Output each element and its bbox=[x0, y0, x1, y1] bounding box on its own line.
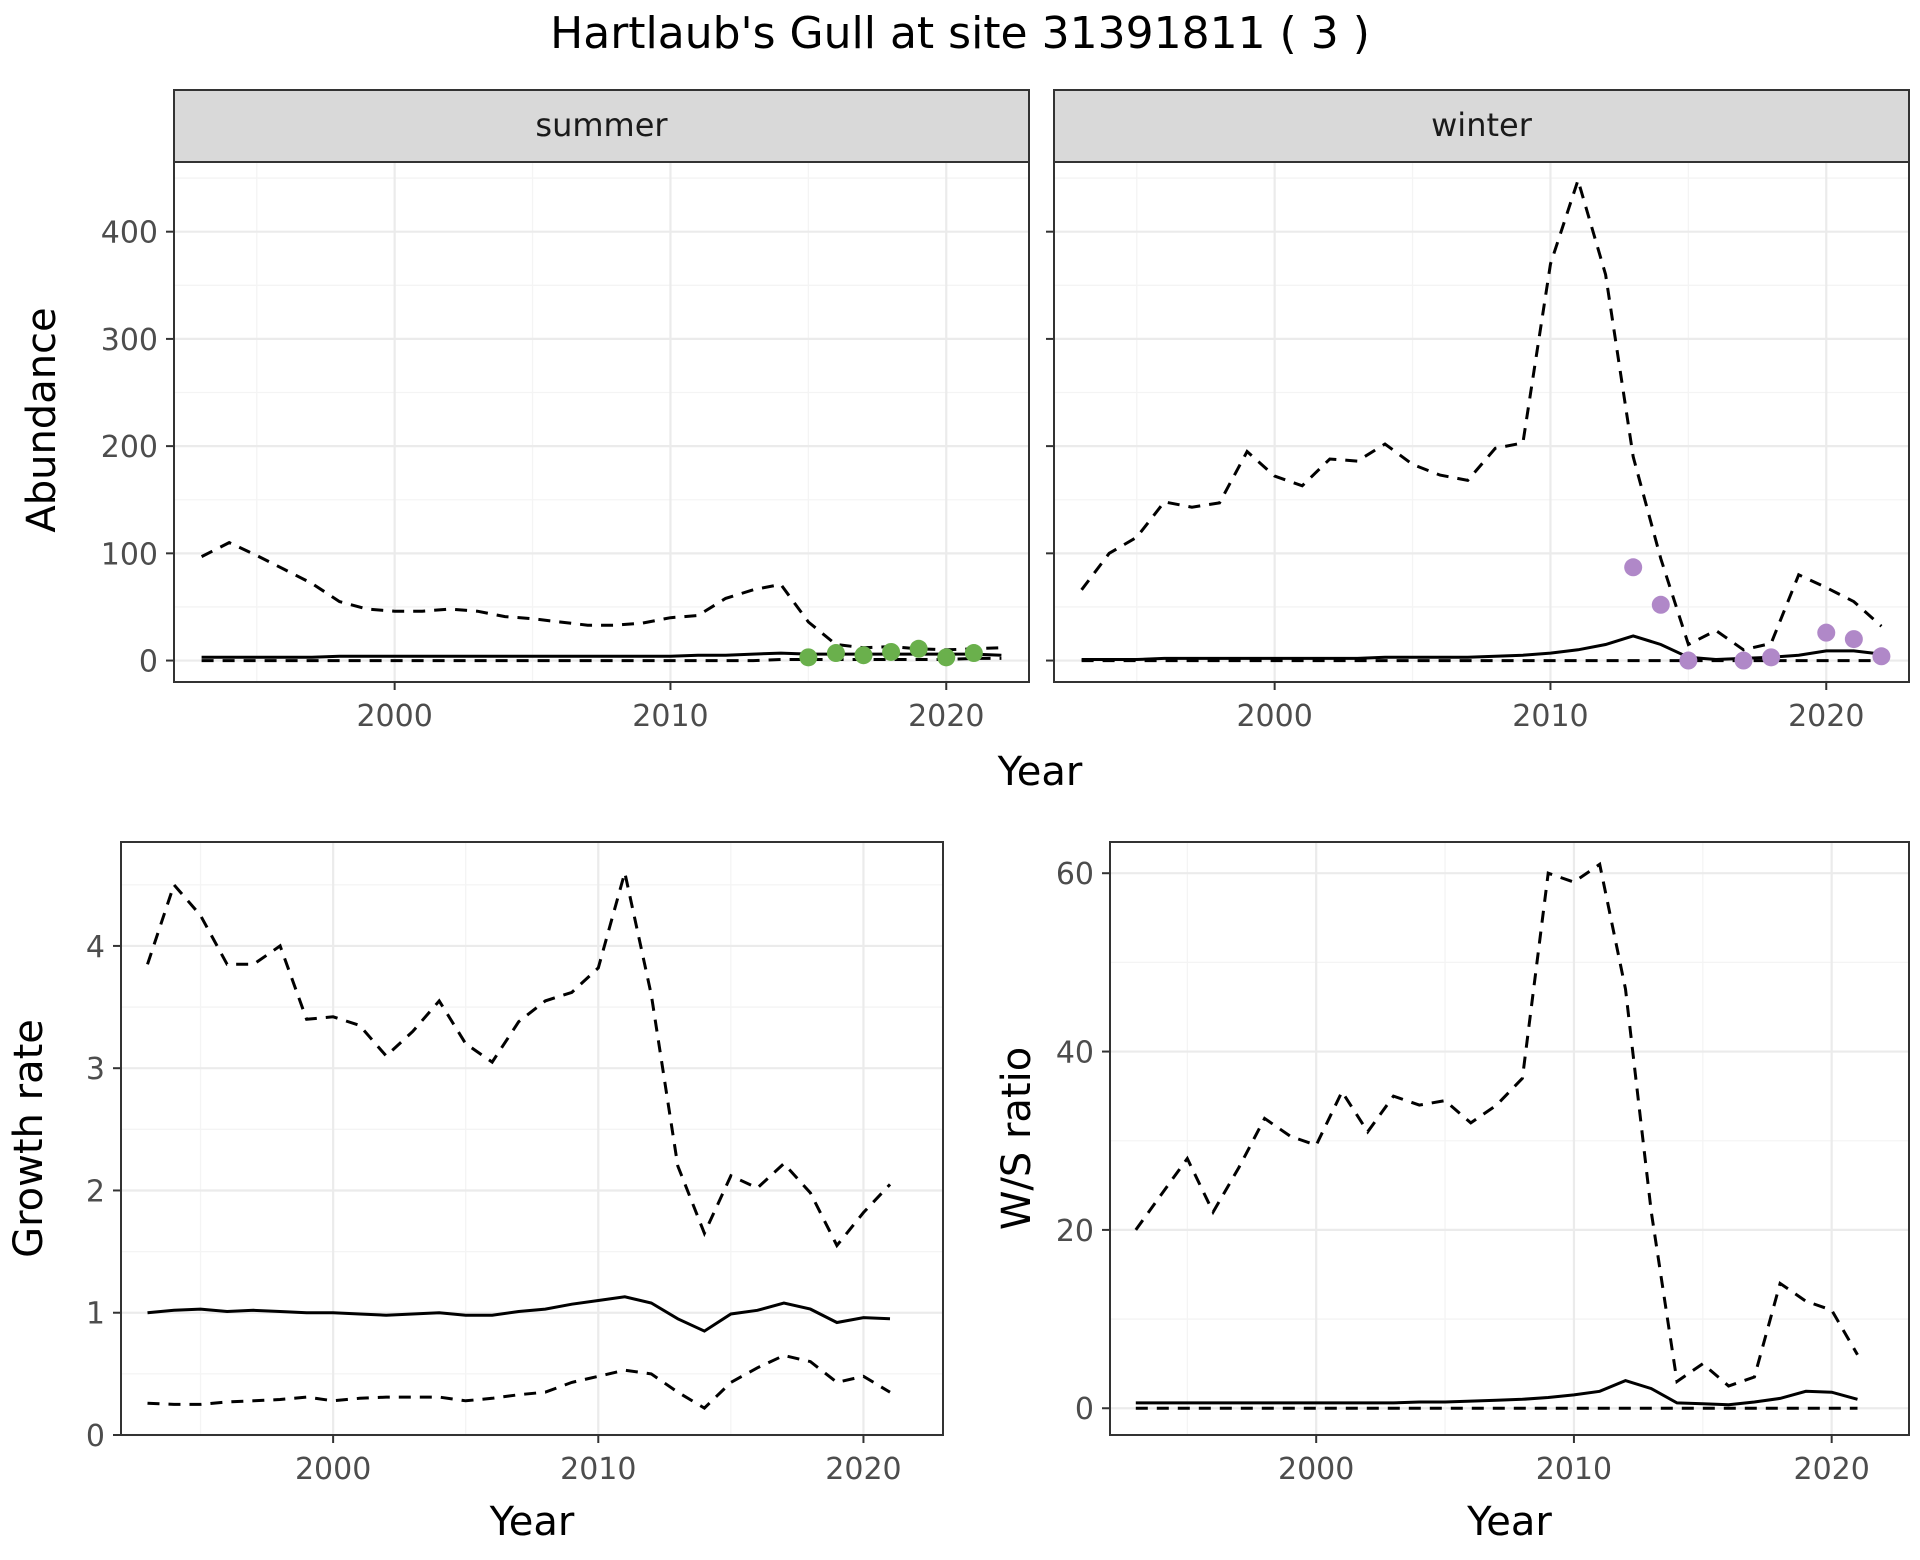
series-estimate-line bbox=[147, 1295, 891, 1333]
y-tick-label: 100 bbox=[101, 537, 158, 572]
x-tick-label: 2000 bbox=[356, 699, 432, 734]
observed-point bbox=[882, 642, 901, 661]
y-tick-label: 3 bbox=[86, 1052, 105, 1087]
x-tick-label: 2010 bbox=[1536, 1452, 1612, 1487]
x-tick-label: 2020 bbox=[908, 699, 984, 734]
y-tick-label: 20 bbox=[1056, 1214, 1094, 1249]
panel-frame bbox=[1109, 841, 1910, 1436]
x-tick-label: 2010 bbox=[560, 1452, 636, 1487]
y-tick-label: 4 bbox=[86, 930, 105, 965]
y-tick-label: 60 bbox=[1056, 857, 1094, 892]
observed-point bbox=[799, 648, 818, 667]
observed-point bbox=[1844, 630, 1863, 649]
observed-point bbox=[1872, 647, 1891, 666]
facet-strip-label: summer bbox=[535, 106, 668, 144]
panel-summer: summer 2000 2010 2020 0 100 200 300 400 bbox=[101, 89, 1030, 734]
panel-frame bbox=[173, 161, 1030, 683]
abundance-y-axis-label: Abundance bbox=[19, 307, 65, 532]
facet-strip bbox=[173, 89, 1030, 163]
observed-point bbox=[909, 639, 928, 658]
abundance-x-axis-label: Year bbox=[997, 749, 1083, 795]
x-tick-label: 2000 bbox=[295, 1452, 371, 1487]
series-estimate-line bbox=[201, 651, 1002, 659]
observed-point bbox=[1651, 595, 1670, 614]
panel-winter: winter 2000 2010 2020 bbox=[1046, 89, 1910, 734]
x-tick-label: 2020 bbox=[825, 1452, 901, 1487]
facet-strip-label: winter bbox=[1431, 106, 1533, 144]
panel-frame bbox=[1053, 161, 1910, 683]
y-tick-label: 400 bbox=[101, 216, 158, 251]
y-tick-label: 1 bbox=[86, 1297, 105, 1332]
y-tick-label: 300 bbox=[101, 323, 158, 358]
panel-frame bbox=[120, 841, 944, 1436]
series-estimate-line bbox=[1081, 634, 1882, 662]
observed-point bbox=[1679, 651, 1698, 670]
x-tick-label: 2020 bbox=[1788, 699, 1864, 734]
figure-title: Hartlaub's Gull at site 31391811 ( 3 ) bbox=[550, 8, 1370, 59]
y-tick-label: 0 bbox=[139, 645, 158, 680]
y-tick-label: 200 bbox=[101, 430, 158, 465]
y-tick-label: 2 bbox=[86, 1174, 105, 1209]
y-tick-label: 0 bbox=[86, 1419, 105, 1454]
y-tick-label: 40 bbox=[1056, 1036, 1094, 1071]
series-estimate-line bbox=[1135, 1379, 1858, 1407]
x-tick-label: 2010 bbox=[632, 699, 708, 734]
series-upper-line bbox=[146, 872, 892, 1249]
series-upper-line bbox=[200, 540, 1002, 652]
x-tick-label: 2020 bbox=[1793, 1452, 1869, 1487]
x-tick-label: 2000 bbox=[1278, 1452, 1354, 1487]
panel-ratio: 2000 2010 2020 0 20 40 60 Year W/S ratio bbox=[994, 841, 1910, 1545]
observed-point bbox=[1734, 651, 1753, 670]
observed-point bbox=[854, 646, 873, 665]
x-axis-label: Year bbox=[1466, 1499, 1552, 1545]
series-lower-line bbox=[201, 656, 1002, 663]
x-tick-label: 2010 bbox=[1512, 699, 1588, 734]
series-upper-line bbox=[1134, 861, 1859, 1388]
facet-strip bbox=[1053, 89, 1910, 163]
observed-point bbox=[1817, 623, 1836, 642]
series-upper-line bbox=[1080, 175, 1883, 652]
observed-point bbox=[937, 648, 956, 667]
observed-point bbox=[826, 644, 845, 663]
observed-point bbox=[1762, 648, 1781, 667]
y-axis-label: Growth rate bbox=[6, 1019, 52, 1258]
observed-point bbox=[1624, 558, 1643, 577]
x-tick-label: 2000 bbox=[1236, 699, 1312, 734]
observed-point bbox=[964, 644, 983, 663]
panel-growth: 2000 2010 2020 0 1 2 3 4 Year Growth rate bbox=[6, 841, 944, 1545]
y-axis-label: W/S ratio bbox=[994, 1047, 1040, 1230]
y-tick-label: 0 bbox=[1075, 1392, 1094, 1427]
x-axis-label: Year bbox=[489, 1499, 575, 1545]
series-lower-line bbox=[147, 1353, 891, 1410]
